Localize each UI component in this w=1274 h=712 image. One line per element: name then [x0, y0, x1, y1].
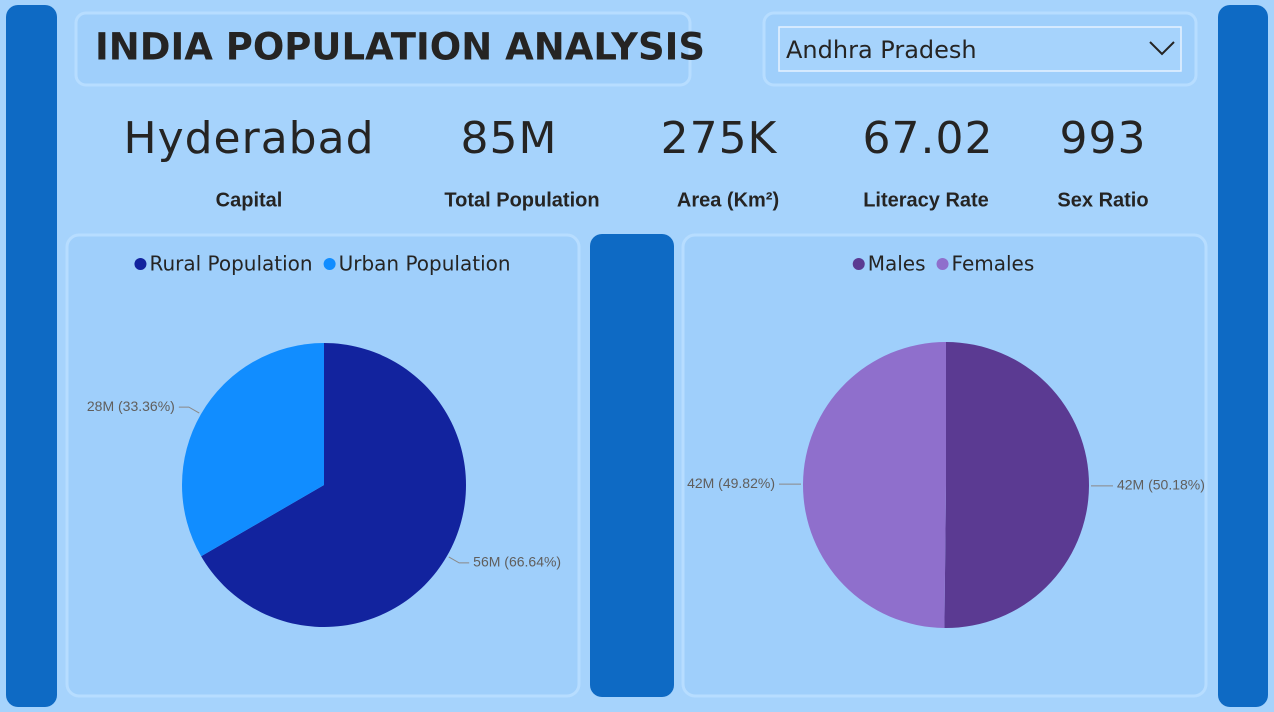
dropdown-value[interactable]: Andhra Pradesh — [786, 36, 977, 64]
data-label: 28M (33.36%) — [87, 398, 175, 414]
dropdown-chevron[interactable] — [1149, 41, 1175, 56]
kpi-value: 275K — [661, 113, 778, 164]
legend-marker — [936, 258, 949, 270]
divider-bar — [590, 234, 674, 697]
page-title: INDIA POPULATION ANALYSIS — [95, 26, 705, 69]
pie-slice — [182, 343, 324, 557]
pie-slice — [803, 342, 946, 628]
pie-slice — [201, 342, 467, 627]
kpi-label: Total Population — [444, 189, 599, 211]
kpi-value: 85M — [461, 113, 558, 164]
title-box — [74, 11, 692, 87]
legend-label: Males — [868, 252, 926, 276]
kpi-label: Area (Km²) — [677, 189, 779, 211]
legend-label: Urban Population — [339, 252, 511, 276]
kpi-value: Hyderabad — [124, 113, 375, 164]
kpi-value: 993 — [1060, 113, 1147, 164]
pie-slice — [944, 342, 1090, 628]
kpi-label: Capital — [216, 189, 283, 211]
kpi-label: Literacy Rate — [863, 189, 989, 211]
legend-marker — [852, 258, 865, 270]
side-bar — [6, 5, 57, 707]
legend-marker — [323, 258, 336, 270]
legend-label: Rural Population — [149, 252, 312, 276]
dropdown[interactable] — [778, 26, 1182, 72]
legend-label: Females — [952, 252, 1035, 276]
kpi-value: 67.02 — [863, 113, 994, 164]
data-label: 56M (66.64%) — [473, 554, 561, 570]
leader-line — [178, 406, 200, 414]
data-label: 42M (49.82%) — [687, 475, 775, 491]
kpi-label: Sex Ratio — [1057, 189, 1148, 211]
leader-line — [448, 556, 470, 564]
data-label: 42M (50.18%) — [1117, 477, 1205, 493]
side-bar — [1218, 5, 1268, 707]
legend-marker — [134, 258, 147, 270]
